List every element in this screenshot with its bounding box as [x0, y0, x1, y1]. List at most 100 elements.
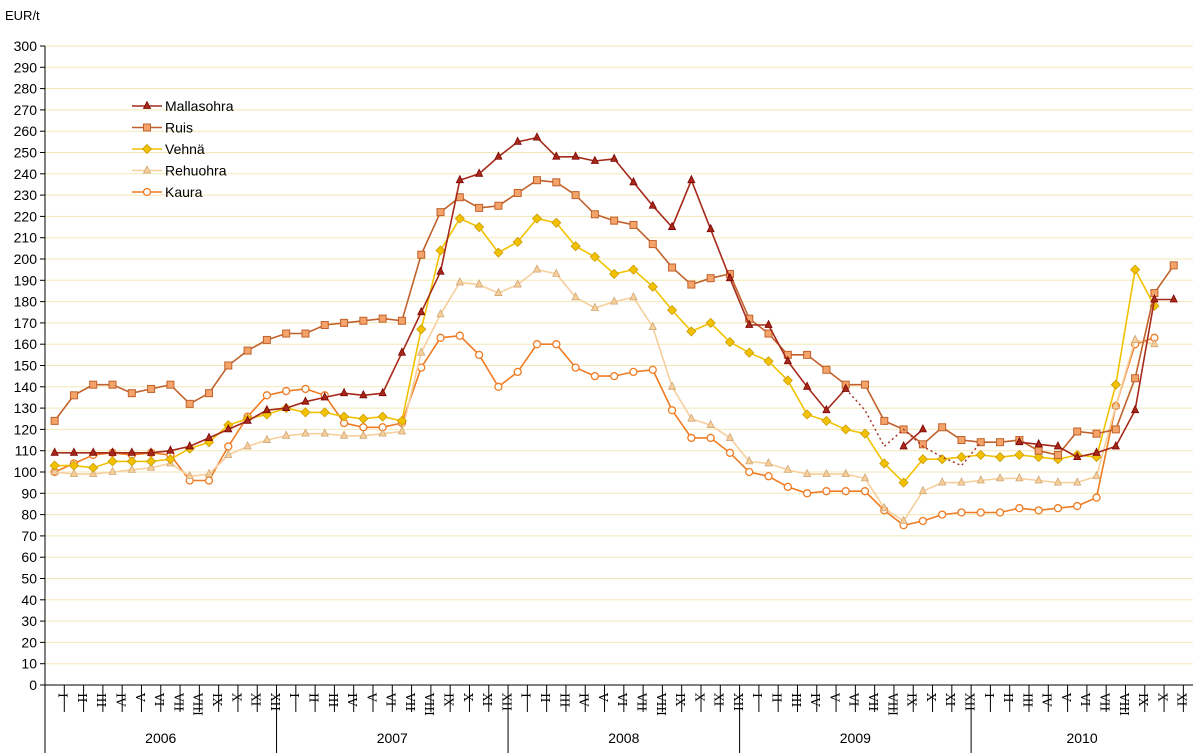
y-tick-label: 30: [21, 613, 37, 629]
data-point: [436, 333, 445, 342]
month-tick-label: VII: [634, 692, 648, 711]
data-point: [224, 361, 233, 370]
data-point: [89, 380, 98, 389]
data-point: [1169, 294, 1178, 303]
data-point: [667, 406, 677, 415]
data-point: [185, 399, 194, 408]
data-point: [860, 487, 870, 496]
data-point: [513, 279, 522, 288]
data-point: [165, 454, 176, 465]
data-point: [1073, 451, 1082, 460]
data-point: [1073, 501, 1082, 511]
month-tick-label: I: [287, 693, 301, 698]
y-tick-label: 190: [14, 272, 38, 288]
month-tick-label: II: [306, 693, 320, 703]
data-point: [706, 223, 715, 233]
y-tick-label: 90: [21, 485, 37, 501]
month-tick-label: X: [924, 693, 938, 702]
data-point: [1015, 436, 1024, 446]
month-tick-label: I: [519, 693, 533, 698]
y-tick-label: 10: [21, 656, 37, 672]
year-tick-label: 2008: [608, 730, 639, 746]
data-point: [648, 321, 657, 331]
data-point: [918, 424, 928, 433]
y-tick-label: 50: [21, 571, 37, 587]
y-tick-label: 20: [21, 634, 37, 650]
y-tick-label: 0: [29, 677, 37, 693]
data-point: [1015, 472, 1024, 482]
data-point: [552, 340, 561, 349]
data-point: [571, 291, 580, 301]
data-point: [359, 430, 368, 439]
y-tick-label: 280: [14, 81, 38, 97]
data-point: [454, 213, 465, 224]
data-point: [802, 468, 812, 478]
data-point: [359, 423, 368, 432]
data-point: [513, 188, 522, 197]
data-point: [687, 413, 696, 422]
data-point: [899, 441, 908, 450]
data-point: [666, 305, 678, 316]
year-tick-label: 2009: [840, 730, 871, 746]
data-point: [725, 432, 735, 441]
data-point: [146, 447, 156, 456]
data-point: [705, 317, 716, 328]
month-tick-label: VII: [171, 692, 185, 711]
month-tick-label: V: [1059, 692, 1073, 702]
month-tick-label: III: [1020, 693, 1034, 707]
series-lines: [49, 132, 1178, 530]
data-point: [89, 447, 98, 456]
data-point: [1073, 427, 1082, 436]
data-point: [1053, 441, 1063, 450]
data-point: [724, 337, 736, 348]
month-tick-label: II: [538, 693, 552, 703]
data-point: [590, 371, 600, 381]
data-point: [725, 272, 735, 282]
data-point: [1073, 477, 1082, 486]
data-point: [107, 456, 118, 467]
data-point: [822, 487, 831, 496]
month-tick-label: V: [827, 692, 841, 702]
month-tick-label: VIII: [1117, 692, 1131, 716]
data-point: [359, 389, 368, 399]
series-rehuohra: [50, 264, 1159, 524]
data-point: [127, 464, 136, 473]
data-point: [648, 365, 657, 374]
data-point: [647, 281, 658, 292]
data-point: [300, 407, 311, 418]
data-point: [879, 458, 890, 469]
data-point: [204, 468, 214, 478]
data-point: [301, 384, 310, 394]
data-point: [996, 438, 1005, 447]
data-point: [339, 430, 349, 439]
data-point: [976, 508, 985, 517]
data-point: [744, 347, 755, 358]
data-point: [1053, 477, 1063, 486]
legend-item-mallasohra: Mallasohra: [132, 98, 234, 114]
month-tick-label: V: [364, 692, 378, 702]
data-point: [69, 391, 78, 400]
month-tick-label: VII: [403, 692, 417, 711]
y-tick-label: 250: [14, 145, 38, 161]
y-tick-label: 70: [21, 528, 37, 544]
legend-marker: [142, 187, 152, 197]
month-tick-label: VI: [384, 692, 398, 707]
data-point: [822, 365, 831, 374]
data-point: [262, 404, 272, 414]
data-point: [417, 250, 426, 259]
data-point: [822, 468, 831, 478]
data-point: [783, 482, 792, 492]
data-point: [146, 462, 156, 471]
data-point: [378, 387, 387, 397]
data-point: [282, 430, 291, 439]
data-point: [166, 380, 175, 389]
data-point: [435, 245, 446, 256]
data-point: [822, 404, 831, 414]
data-point: [204, 476, 214, 485]
month-tick-label: II: [1001, 693, 1015, 703]
data-point: [359, 316, 368, 325]
data-point: [531, 213, 543, 224]
month-tick-label: VIII: [422, 692, 436, 716]
data-point: [899, 515, 908, 524]
